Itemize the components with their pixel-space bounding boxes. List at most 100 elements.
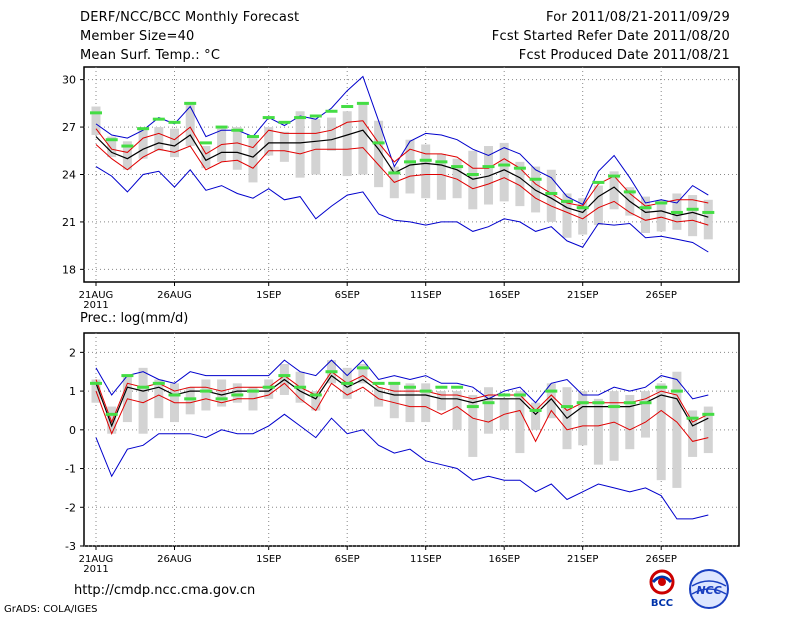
spread-bar bbox=[515, 161, 525, 207]
series-max-line bbox=[95, 359, 709, 404]
spread-bar bbox=[405, 383, 415, 423]
spread-bar bbox=[327, 117, 336, 151]
spread-bar bbox=[138, 128, 148, 159]
variable-label: Mean Surf. Temp.: °C bbox=[80, 48, 221, 63]
x-tick-label: 21AUG bbox=[79, 290, 114, 301]
y-tick-label: 0 bbox=[69, 424, 76, 437]
x-tick-label: 11SEP bbox=[410, 554, 441, 565]
spread-bar bbox=[279, 131, 289, 162]
spread-bar bbox=[562, 193, 572, 238]
spread-bar bbox=[515, 391, 525, 454]
spread-bar bbox=[170, 128, 179, 158]
spread-bar bbox=[201, 379, 211, 411]
bcc-logo-text: BCC bbox=[651, 598, 673, 608]
y-tick-label: 27 bbox=[62, 121, 76, 134]
spread-bar bbox=[468, 150, 478, 210]
spread-bar bbox=[358, 363, 368, 384]
spread-bar bbox=[421, 383, 431, 423]
spread-bar bbox=[656, 199, 666, 232]
spread-bar bbox=[656, 383, 666, 481]
ncc-logo: NCC bbox=[686, 568, 732, 616]
spread-bar bbox=[484, 146, 493, 205]
x-tick-label: 26SEP bbox=[645, 554, 676, 565]
member-size-label: Member Size=40 bbox=[80, 29, 195, 44]
spread-bar bbox=[154, 127, 164, 151]
spread-bar bbox=[436, 153, 446, 200]
x-tick-label: 6SEP bbox=[335, 290, 360, 301]
series-min-line bbox=[95, 166, 709, 253]
spread-bar bbox=[593, 398, 603, 465]
spread-bar bbox=[264, 127, 274, 156]
x-tick-label: 6SEP bbox=[335, 554, 360, 565]
spread-bar bbox=[703, 406, 713, 454]
series-mean-line bbox=[95, 129, 709, 218]
spread-bar bbox=[358, 103, 368, 175]
source-url[interactable]: http://cmdp.ncc.cma.gov.cn bbox=[74, 583, 256, 598]
x-tick-label: 21AUG bbox=[79, 554, 114, 565]
spread-bar bbox=[374, 387, 384, 407]
grads-credit: GrADS: COLA/IGES bbox=[4, 604, 98, 615]
spread-bar bbox=[641, 196, 650, 233]
spread-bar bbox=[311, 391, 321, 411]
x-tick-label: 1SEP bbox=[256, 290, 281, 301]
spread-bar bbox=[609, 391, 619, 461]
spread-bar bbox=[185, 387, 195, 415]
spread-bar bbox=[578, 198, 588, 235]
y-tick-label: 24 bbox=[62, 169, 76, 182]
spread-bar bbox=[107, 406, 117, 434]
plot-frame bbox=[83, 332, 740, 547]
spread-bar bbox=[91, 379, 101, 403]
x-tick-label: 21SEP bbox=[567, 290, 598, 301]
spread-bar bbox=[609, 171, 619, 210]
spread-bar bbox=[546, 383, 556, 419]
spread-bar bbox=[499, 142, 509, 202]
ncc-logo-text: NCC bbox=[696, 584, 721, 597]
spread-bar bbox=[91, 106, 101, 135]
x-tick-label: 26AUG bbox=[157, 290, 192, 301]
series-lower-line bbox=[95, 144, 709, 226]
y-tick-label: 21 bbox=[62, 216, 76, 229]
spread-bar bbox=[374, 120, 384, 188]
spread-bar bbox=[468, 394, 478, 457]
spread-bar bbox=[688, 195, 698, 237]
spread-bar bbox=[688, 410, 698, 457]
spread-bar bbox=[122, 141, 132, 170]
x-tick-label: 21SEP bbox=[567, 554, 598, 565]
spread-bar bbox=[389, 383, 399, 419]
x-tick-label: 2011 bbox=[83, 564, 108, 575]
spread-bar bbox=[703, 199, 713, 240]
y-tick-label: 1 bbox=[69, 385, 76, 398]
x-tick-label: 26SEP bbox=[645, 290, 676, 301]
spread-bar bbox=[342, 111, 352, 177]
spread-bar bbox=[531, 402, 541, 430]
y-tick-label: 2 bbox=[69, 346, 76, 359]
y-tick-label: -3 bbox=[65, 540, 76, 553]
x-tick-label: 16SEP bbox=[488, 554, 519, 565]
y-tick-label: 18 bbox=[62, 263, 76, 276]
fcst-started-date: Fcst Started Refer Date 2011/08/20 bbox=[491, 29, 730, 44]
spread-bar bbox=[217, 379, 227, 407]
spread-bar bbox=[311, 119, 321, 175]
panel-title: Prec.: log(mm/d) bbox=[80, 311, 188, 326]
spread-bar bbox=[593, 185, 603, 226]
y-tick-label: -2 bbox=[65, 501, 76, 514]
bcc-logo: BCC bbox=[640, 568, 684, 612]
fcst-produced-date: Fcst Produced Date 2011/08/21 bbox=[518, 48, 730, 63]
series-upper-line bbox=[95, 120, 709, 207]
spread-bar bbox=[232, 383, 242, 403]
series-lower-line bbox=[95, 382, 709, 443]
spread-bar bbox=[264, 379, 274, 399]
series-min-line bbox=[95, 413, 709, 520]
spread-bar bbox=[641, 391, 650, 438]
spread-bar bbox=[531, 166, 541, 213]
spread-bar bbox=[138, 367, 148, 434]
spread-bar bbox=[436, 391, 446, 411]
spread-bar bbox=[421, 144, 431, 199]
x-tick-label: 11SEP bbox=[410, 290, 441, 301]
spread-bar bbox=[452, 158, 462, 199]
series-mean-line bbox=[95, 374, 709, 428]
spread-bar bbox=[201, 146, 211, 169]
